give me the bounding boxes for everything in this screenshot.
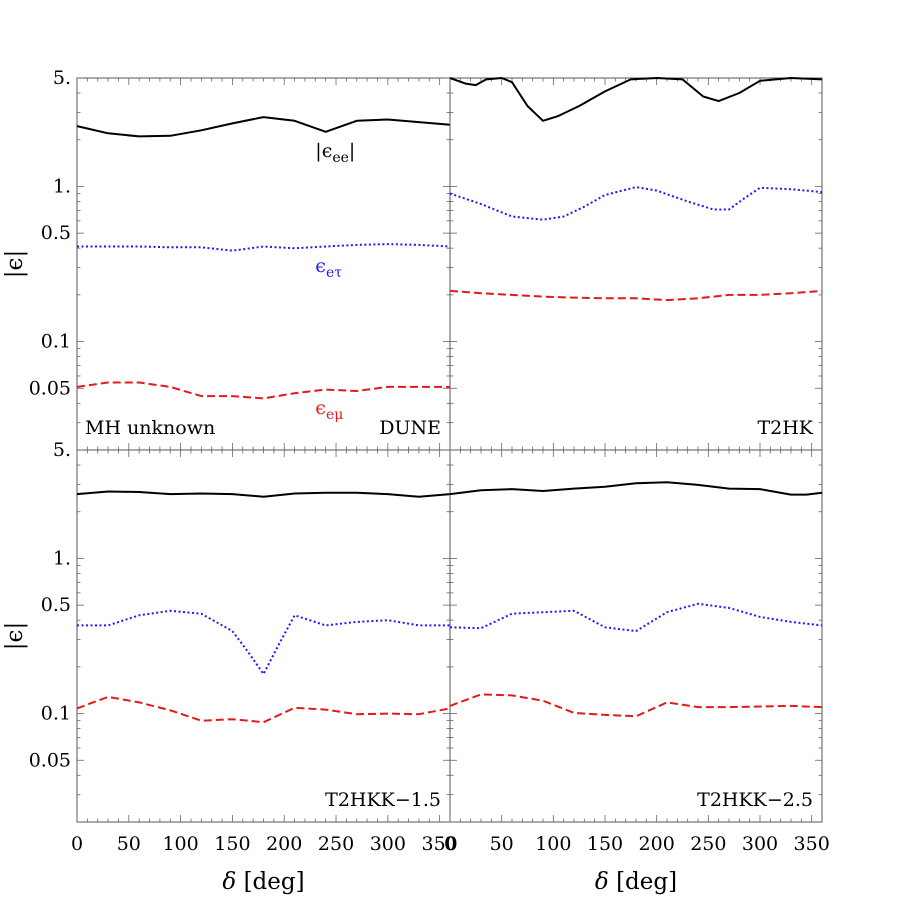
panels-layer: MH unknown DUNE T2HK T2HKK−1.5 T2HKK−2.5 |ϵee…: [76, 77, 823, 823]
series-line-ee: [449, 77, 823, 122]
y-tick-label: 1.: [53, 547, 71, 569]
y-tick-label: 0.5: [41, 222, 71, 244]
x-tick-label: 300: [370, 833, 406, 855]
panel-label-right: T2HKK−2.5: [697, 789, 813, 811]
panel-label-right: DUNE: [379, 417, 441, 439]
x-tick-label: 150: [214, 833, 250, 855]
series-label-ee: |ϵee|: [315, 140, 355, 166]
panel-t2hkk15: T2HKK−1.5: [76, 449, 451, 823]
series-label-etau: ϵeτ: [315, 255, 342, 281]
series-line-ee: [76, 490, 451, 498]
series-line-emu: [449, 693, 823, 718]
x-tick-label: 250: [318, 833, 354, 855]
series-line-ee: [76, 116, 451, 138]
series-line-etau: [449, 602, 823, 633]
series-line-etau: [77, 243, 451, 252]
panel-label-left: MH unknown: [85, 417, 215, 439]
series-label-emu: ϵeμ: [315, 397, 343, 423]
panel-label-right: T2HK: [757, 417, 813, 439]
x-tick-label: 50: [117, 833, 141, 855]
series-line-etau: [449, 186, 823, 221]
panel-dune: MH unknown DUNE: [76, 77, 451, 451]
y-tick-label: 0.5: [41, 594, 71, 616]
x-tick-label: 0: [71, 833, 83, 855]
y-tick-label: 5.: [53, 439, 71, 461]
series-line-etau: [77, 609, 450, 675]
panel-frame: [76, 77, 451, 451]
y-tick-label: 0.05: [29, 377, 71, 399]
x-tick-label: 200: [639, 833, 675, 855]
x-tick-label: 350: [422, 833, 458, 855]
y-axis-title: |ϵ|: [2, 622, 28, 650]
panel-t2hk: T2HK: [449, 77, 823, 451]
x-tick-label: 250: [690, 833, 726, 855]
x-tick-label: 100: [535, 833, 571, 855]
series-line-emu: [449, 289, 823, 302]
x-axis-title: δ [deg]: [222, 869, 304, 895]
x-tick-label: 50: [490, 833, 514, 855]
x-tick-label: 100: [162, 833, 198, 855]
axes-layer: 5. 1. 0.5 0.1 0.05 |ϵ| 5. 1. 0.5 0.1 0.05 |ϵ| 0 50 100…: [2, 67, 830, 895]
x-tick-label: 300: [742, 833, 778, 855]
panel-t2hkk25: T2HKK−2.5: [449, 449, 823, 823]
y-tick-label: 0.05: [29, 749, 71, 771]
series-line-ee: [449, 481, 823, 496]
series-line-emu: [76, 695, 451, 724]
series-line-emu: [76, 381, 450, 400]
y-tick-label: 1.: [53, 175, 71, 197]
x-tick-label: 150: [587, 833, 623, 855]
x-tick-label: 0: [444, 833, 456, 855]
y-tick-label: 0.1: [41, 703, 71, 725]
panel-label-right: T2HKK−1.5: [325, 789, 441, 811]
x-axis-title: δ [deg]: [595, 869, 677, 895]
panel-frame: [76, 449, 451, 823]
y-tick-label: 0.1: [41, 331, 71, 353]
panel-frame: [449, 77, 823, 451]
x-tick-label: 200: [266, 833, 302, 855]
panel-frame: [449, 449, 823, 823]
y-tick-label: 5.: [53, 67, 71, 89]
y-axis-title: |ϵ|: [2, 250, 28, 278]
x-tick-label: 350: [794, 833, 830, 855]
